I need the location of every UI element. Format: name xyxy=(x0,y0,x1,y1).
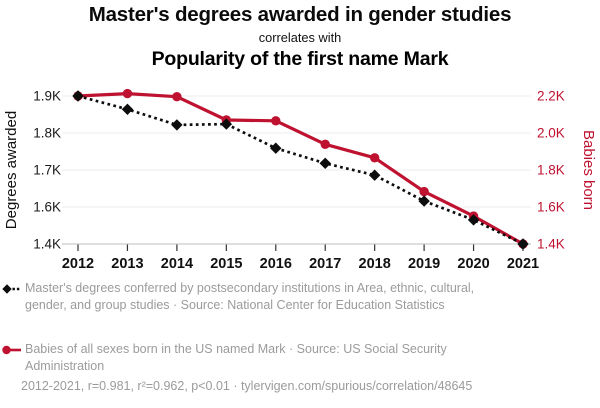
series-degrees-marker xyxy=(121,103,134,115)
legend-item-degrees: Master's degrees conferred by postsecond… xyxy=(2,280,475,314)
right-tick-label: 2.0K xyxy=(537,126,565,141)
x-tick-label: 2012 xyxy=(62,256,94,272)
right-tick-label: 2.2K xyxy=(537,89,565,104)
stats-footnote: 2012-2021, r=0.981, r²=0.962, p<0.01 · t… xyxy=(21,377,472,395)
x-tick-label: 2013 xyxy=(111,256,143,272)
secondary-title: Popularity of the first name Mark xyxy=(151,48,449,70)
series-degrees-marker xyxy=(319,157,331,169)
series-babies-marker xyxy=(369,153,380,163)
right-tick-label: 1.4K xyxy=(537,237,565,252)
series-babies-line xyxy=(76,91,525,246)
left-tick-label: 1.7K xyxy=(33,163,61,178)
left-tick-label: 1.9K xyxy=(33,89,61,104)
legend-item-babies: Babies of all sexes born in the US named… xyxy=(2,341,475,375)
x-tick-label: 2019 xyxy=(408,256,440,272)
series-degrees-line xyxy=(77,94,524,246)
x-tick-label: 2015 xyxy=(210,256,242,272)
legend-label-babies: Babies of all sexes born in the US named… xyxy=(25,342,447,373)
x-tick-label: 2020 xyxy=(457,256,489,272)
right-axis-title: Babies born xyxy=(580,130,597,210)
series-degrees-marker xyxy=(270,142,282,154)
series-degrees-marker xyxy=(220,118,233,130)
stats-text: 2012-2021, r=0.981, r²=0.962, p<0.01 · t… xyxy=(21,379,473,393)
right-tick-label: 1.8K xyxy=(537,163,565,178)
series-babies-marker xyxy=(172,92,182,102)
series-degrees-marker xyxy=(517,238,529,250)
left-tick-label: 1.8K xyxy=(33,126,61,141)
x-tick-label: 2014 xyxy=(161,256,193,272)
x-tick-label: 2018 xyxy=(359,256,391,272)
series-degrees-marker xyxy=(171,119,183,131)
series-babies-marker xyxy=(271,116,281,126)
series-babies-marker xyxy=(122,88,133,99)
right-tick-label: 1.6K xyxy=(537,200,565,215)
legend-label-degrees: Master's degrees conferred by postsecond… xyxy=(25,281,475,312)
subtitle: correlates with xyxy=(258,30,342,45)
left-axis-title: Degrees awarded xyxy=(3,111,20,229)
left-tick-label: 1.6K xyxy=(33,200,61,215)
x-tick-label: 2021 xyxy=(507,256,539,272)
page-title: Master's degrees awarded in gender studi… xyxy=(88,3,512,26)
series-babies-marker xyxy=(419,186,429,197)
series-degrees-marker xyxy=(467,214,480,226)
series-degrees-marker xyxy=(368,169,381,181)
series-degrees-marker xyxy=(72,90,84,102)
x-tick-label: 2017 xyxy=(309,256,341,272)
series-babies-marker xyxy=(320,139,330,149)
left-tick-label: 1.4K xyxy=(33,237,61,252)
series-degrees-marker xyxy=(418,195,430,207)
x-tick-label: 2016 xyxy=(260,256,292,272)
black-diamond-dotted-line-icon xyxy=(2,284,21,294)
red-circle-solid-line-icon xyxy=(2,345,21,355)
